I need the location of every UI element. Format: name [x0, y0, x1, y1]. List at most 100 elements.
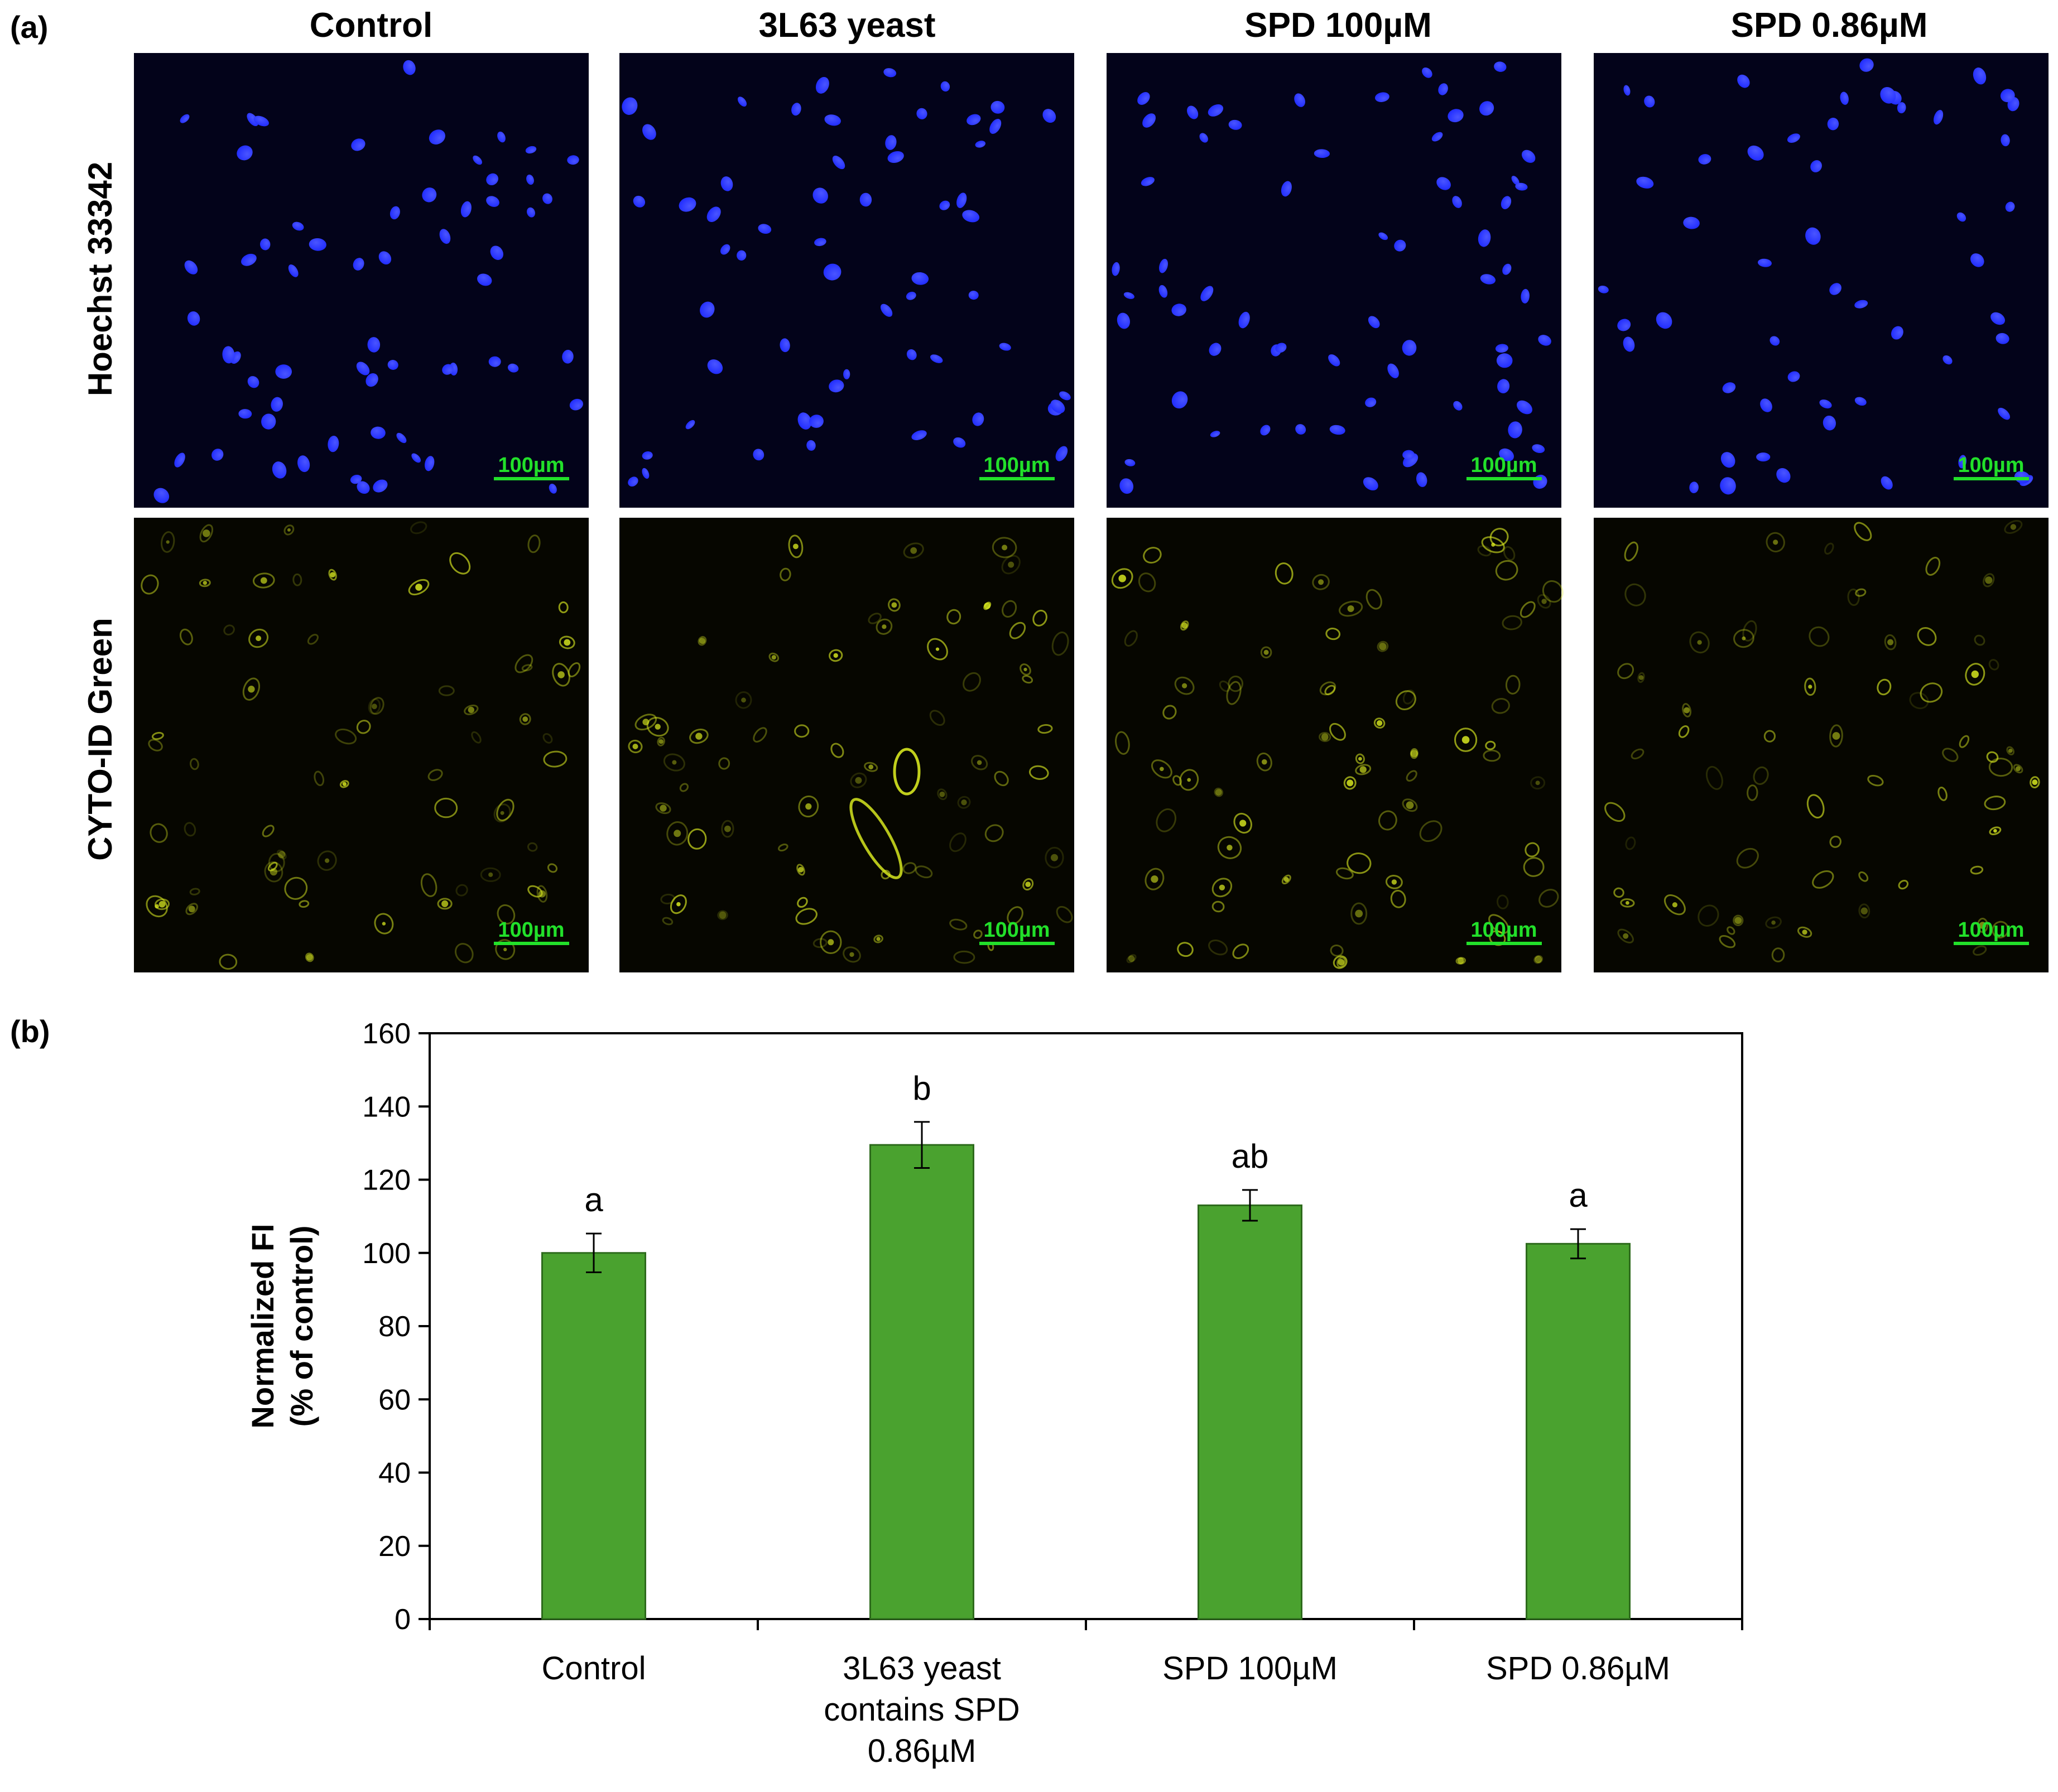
nucleus — [967, 114, 981, 126]
image-background — [619, 53, 1074, 508]
puncta — [674, 830, 681, 837]
nucleus — [353, 258, 364, 271]
puncta — [1239, 820, 1247, 827]
nucleus — [211, 449, 224, 461]
autophagy-signal — [141, 521, 581, 970]
puncta — [855, 777, 862, 784]
cell-signal — [812, 938, 828, 948]
nucleus — [1897, 102, 1906, 114]
cell-signal — [946, 609, 961, 625]
cell-signal — [1502, 615, 1522, 630]
nucleus — [477, 273, 492, 286]
nucleus — [1644, 95, 1655, 108]
nucleus — [1623, 336, 1635, 352]
cell-signal — [1162, 705, 1177, 720]
cell-signal — [937, 788, 948, 801]
scale-bar-label: 100µm — [1958, 454, 2024, 477]
nucleus — [956, 192, 967, 208]
nucleus — [940, 81, 950, 92]
nucleus — [237, 145, 253, 161]
cell-signal — [1335, 867, 1354, 880]
cell-signal — [1233, 812, 1252, 834]
cell-signal — [1925, 557, 1941, 576]
cell-signal — [1343, 776, 1357, 790]
cell-signal — [1613, 887, 1624, 898]
nucleus — [396, 432, 407, 444]
puncta — [1832, 732, 1840, 740]
cell-signal — [662, 917, 674, 926]
cell-signal — [1909, 692, 1929, 710]
cell-signal — [1604, 802, 1626, 822]
autophagy-signal — [1604, 520, 2040, 962]
nucleus — [1119, 478, 1134, 494]
cell-signal — [873, 934, 883, 943]
cell-signal — [267, 861, 278, 871]
nucleus — [356, 362, 370, 375]
significance-letter: ab — [1232, 1138, 1269, 1175]
nucleus — [707, 359, 723, 374]
cytoid-image-spd-086: 100µm — [1594, 518, 2049, 972]
nucleus — [1880, 86, 1896, 104]
cell-signal — [1256, 752, 1272, 772]
puncta — [1697, 640, 1702, 645]
cell-signal — [689, 729, 709, 744]
nucleus — [350, 474, 362, 484]
cell-signal — [1477, 545, 1492, 557]
cell-signal — [408, 579, 430, 596]
nucleus — [366, 373, 378, 387]
cell-signal — [449, 552, 471, 575]
cell-signal — [843, 946, 861, 963]
cell-signal — [1001, 555, 1021, 575]
nucleus — [357, 481, 370, 494]
cell-signal — [547, 863, 558, 873]
cell-signal — [292, 573, 302, 586]
cell-signal — [1390, 889, 1406, 908]
puncta — [248, 686, 255, 693]
nucleus — [1141, 177, 1155, 186]
cell-signal — [794, 724, 810, 738]
nucleus — [859, 192, 872, 207]
cell-signal — [185, 903, 198, 916]
cell-signal — [519, 713, 531, 725]
cell-signal — [1977, 917, 1988, 933]
nucleus — [1363, 477, 1378, 490]
cell-signal — [339, 780, 349, 788]
cell-signal — [277, 849, 287, 860]
puncta — [1151, 875, 1158, 883]
puncta — [1002, 545, 1008, 551]
cell-signal — [1347, 852, 1372, 874]
puncta — [278, 851, 286, 859]
puncta — [415, 584, 422, 591]
cell-signal — [1877, 678, 1892, 696]
nucleus — [1480, 274, 1496, 285]
cell-signal — [199, 579, 211, 587]
cell-signal — [1377, 640, 1389, 652]
puncta — [741, 697, 746, 703]
cell-signal — [1637, 672, 1645, 683]
cell-signal — [464, 704, 479, 715]
nucleus — [1494, 61, 1507, 72]
cell-signal — [994, 770, 1009, 787]
nuclei — [1112, 61, 1551, 494]
nucleus — [1770, 336, 1780, 346]
cell-signal — [1402, 798, 1418, 812]
nucleus — [259, 238, 271, 251]
nucleus — [906, 291, 916, 300]
nucleus — [1760, 398, 1772, 412]
cell-signal — [1124, 630, 1138, 647]
cell-signal — [1620, 898, 1635, 908]
puncta — [203, 581, 207, 585]
nucleus — [1720, 452, 1735, 468]
hoechst-image-control: 100µm — [134, 53, 589, 508]
nucleus — [525, 146, 537, 154]
cell-signal — [434, 797, 458, 818]
cytoid-image-3l63-yeast: 100µm — [619, 518, 1074, 972]
nucleus — [1055, 446, 1068, 461]
cell-signal — [283, 524, 295, 536]
cell-signal — [1177, 942, 1194, 957]
nucleus — [378, 251, 392, 265]
cell-signal — [1214, 787, 1223, 797]
hoechst-image-spd-086: 100µm — [1594, 53, 2049, 508]
cell-signal — [957, 796, 971, 809]
